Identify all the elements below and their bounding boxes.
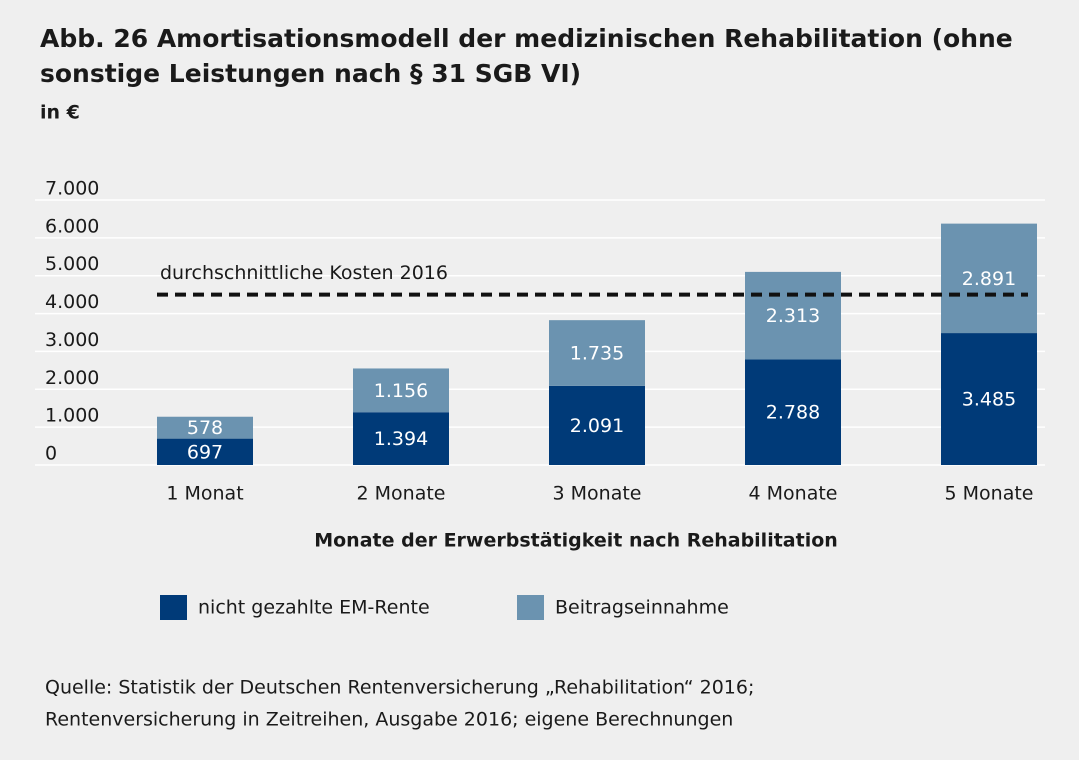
legend-label: Beitragseinnahme — [555, 597, 729, 619]
x-tick-label: 1 Monat — [166, 483, 243, 505]
value-label: 2.788 — [766, 402, 820, 424]
bar-segment — [549, 385, 645, 465]
value-label: 3.485 — [962, 389, 1016, 411]
bar-segment — [549, 320, 645, 386]
y-tick-label: 6.000 — [45, 215, 99, 237]
legend-label: nicht gezahlte EM-Rente — [198, 597, 430, 619]
chart-subtitle: in € — [40, 102, 80, 124]
value-label: 697 — [187, 441, 223, 463]
value-label: 1.156 — [374, 380, 428, 402]
value-label: 1.394 — [374, 428, 428, 450]
bar-segment — [353, 412, 449, 465]
bar-segment — [353, 368, 449, 413]
y-tick-label: 2.000 — [45, 367, 99, 389]
bar-segment — [745, 271, 841, 360]
y-tick-label: 5.000 — [45, 253, 99, 275]
x-axis-label: Monate der Erwerbstätigkeit nach Rehabil… — [314, 530, 838, 552]
value-label: 2.313 — [766, 305, 820, 327]
y-tick-label: 7.000 — [45, 178, 99, 200]
value-label: 1.735 — [570, 342, 624, 364]
x-tick-label: 5 Monate — [945, 483, 1034, 505]
legend-swatch — [160, 595, 187, 620]
y-tick-label: 0 — [45, 443, 57, 465]
y-tick-label: 3.000 — [45, 329, 99, 351]
value-label: 2.091 — [570, 415, 624, 437]
legend-swatch — [517, 595, 544, 620]
bar-segment — [157, 438, 253, 465]
bar-segment — [745, 359, 841, 465]
bar-segment — [941, 333, 1037, 465]
x-tick-label: 3 Monate — [553, 483, 642, 505]
source: Quelle: Statistik der Deutschen Rentenve… — [45, 677, 754, 699]
chart-title: Abb. 26 Amortisationsmodell der medizini… — [40, 24, 1013, 53]
x-tick-label: 4 Monate — [749, 483, 838, 505]
source: Rentenversicherung in Zeitreihen, Ausgab… — [45, 709, 733, 731]
chart-title: sonstige Leistungen nach § 31 SGB VI) — [40, 59, 581, 88]
bar-segment — [157, 416, 253, 439]
bar-segment — [941, 223, 1037, 334]
reference-label: durchschnittliche Kosten 2016 — [160, 262, 448, 284]
value-label: 578 — [187, 417, 223, 439]
x-tick-label: 2 Monate — [357, 483, 446, 505]
value-label: 2.891 — [962, 268, 1016, 290]
y-tick-label: 1.000 — [45, 405, 99, 427]
y-tick-label: 4.000 — [45, 291, 99, 313]
